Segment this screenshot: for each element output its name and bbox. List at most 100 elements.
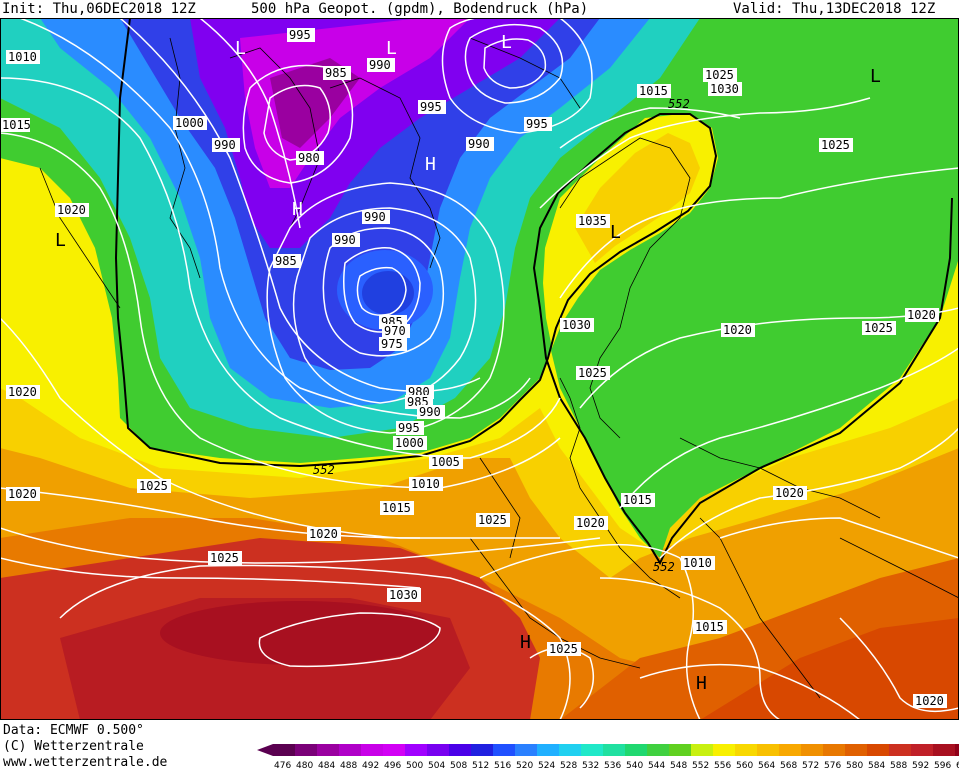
- legend-swatch: [493, 744, 515, 756]
- legend-swatch: [955, 744, 959, 756]
- legend-tick-label: 480: [296, 761, 313, 770]
- legend-tick-label: 492: [362, 761, 379, 770]
- svg-text:1025: 1025: [478, 513, 507, 527]
- legend-swatch: [427, 744, 449, 756]
- legend-swatch: [317, 744, 339, 756]
- legend-tick-label: 532: [582, 761, 599, 770]
- header-bar: Init: Thu,06DEC2018 12Z 500 hPa Geopot. …: [0, 0, 959, 18]
- legend-tick-label: 552: [692, 761, 709, 770]
- svg-text:1020: 1020: [309, 527, 338, 541]
- svg-text:1000: 1000: [175, 116, 204, 130]
- legend-swatch: [933, 744, 955, 756]
- svg-text:1015: 1015: [623, 493, 652, 507]
- low-center-marker: L: [55, 230, 66, 251]
- svg-text:995: 995: [526, 117, 548, 131]
- legend-swatch: [801, 744, 823, 756]
- low-center-marker: L: [501, 32, 512, 53]
- legend-tick-label: 500: [406, 761, 423, 770]
- svg-text:1020: 1020: [723, 323, 752, 337]
- legend-tick-label: 540: [626, 761, 643, 770]
- legend-tick-label: 596: [934, 761, 951, 770]
- legend-swatch: [405, 744, 427, 756]
- svg-text:1010: 1010: [683, 556, 712, 570]
- high-center-marker: H: [696, 673, 707, 694]
- low-center-marker: L: [235, 38, 246, 59]
- svg-text:1020: 1020: [8, 385, 37, 399]
- svg-text:1025: 1025: [139, 479, 168, 493]
- legend-tick-label: 504: [428, 761, 445, 770]
- low-center-marker: L: [870, 66, 881, 87]
- high-center-marker: H: [292, 199, 303, 220]
- legend-tick-label: 588: [890, 761, 907, 770]
- low-center-marker: L: [386, 38, 397, 59]
- isobar-labels: 1010 1015 1020 995 985 990 L L 995 990 1…: [0, 28, 947, 708]
- legend-swatch: [449, 744, 471, 756]
- svg-text:1000: 1000: [395, 436, 424, 450]
- legend-swatch: [295, 744, 317, 756]
- legend-tick-label: 548: [670, 761, 687, 770]
- svg-text:1020: 1020: [57, 203, 86, 217]
- legend-swatch: [889, 744, 911, 756]
- legend-tick-label: 560: [736, 761, 753, 770]
- legend-swatch: [537, 744, 559, 756]
- svg-text:990: 990: [369, 58, 391, 72]
- legend-tick-label: 536: [604, 761, 621, 770]
- legend-tick-label: 572: [802, 761, 819, 770]
- svg-text:1015: 1015: [639, 84, 668, 98]
- svg-text:1020: 1020: [576, 516, 605, 530]
- svg-text:1010: 1010: [8, 50, 37, 64]
- svg-text:1025: 1025: [549, 642, 578, 656]
- legend-swatch: [471, 744, 493, 756]
- color-legend: 476 480 484 488 492 496 500 504 508 512 516 520 524 5…: [257, 744, 959, 770]
- svg-text:990: 990: [419, 405, 441, 419]
- legend-tick-label: 576: [824, 761, 841, 770]
- legend-tick-label: 556: [714, 761, 731, 770]
- legend-tick-label: 484: [318, 761, 335, 770]
- legend-swatch: [581, 744, 603, 756]
- svg-text:990: 990: [214, 138, 236, 152]
- legend-tick-label: 524: [538, 761, 555, 770]
- svg-text:1030: 1030: [562, 318, 591, 332]
- legend-tick-label: 528: [560, 761, 577, 770]
- svg-text:995: 995: [420, 100, 442, 114]
- svg-text:1025: 1025: [864, 321, 893, 335]
- legend-tick-label: 544: [648, 761, 665, 770]
- svg-text:1025: 1025: [705, 68, 734, 82]
- legend-arrow-left: [257, 744, 273, 756]
- init-time: Init: Thu,06DEC2018 12Z: [2, 1, 196, 17]
- legend-tick-label: 512: [472, 761, 489, 770]
- legend-swatch: [625, 744, 647, 756]
- svg-text:995: 995: [398, 421, 420, 435]
- svg-text:970: 970: [384, 324, 406, 338]
- legend-swatch: [515, 744, 537, 756]
- svg-text:1030: 1030: [389, 588, 418, 602]
- copyright: (C) Wetterzentrale: [3, 739, 144, 754]
- svg-text:1020: 1020: [907, 308, 936, 322]
- legend-swatch: [845, 744, 867, 756]
- high-center-marker: H: [520, 632, 531, 653]
- svg-text:980: 980: [298, 151, 320, 165]
- svg-text:1020: 1020: [915, 694, 944, 708]
- svg-text:1025: 1025: [578, 366, 607, 380]
- legend-swatch: [647, 744, 669, 756]
- legend-swatch: [757, 744, 779, 756]
- geopot-552-label: 552: [313, 463, 335, 477]
- svg-text:975: 975: [381, 337, 403, 351]
- legend-tick-label: 508: [450, 761, 467, 770]
- svg-text:1025: 1025: [210, 551, 239, 565]
- data-source: Data: ECMWF 0.500°: [3, 723, 144, 738]
- svg-text:995: 995: [289, 28, 311, 42]
- legend-tick-label: 516: [494, 761, 511, 770]
- svg-text:1015: 1015: [2, 118, 31, 132]
- svg-text:1005: 1005: [431, 455, 460, 469]
- legend-tick-label: 496: [384, 761, 401, 770]
- legend-swatch: [603, 744, 625, 756]
- svg-text:1015: 1015: [695, 620, 724, 634]
- legend-swatch: [779, 744, 801, 756]
- geopotential-552-contour: [114, 18, 953, 566]
- svg-text:1020: 1020: [775, 486, 804, 500]
- legend-tick-label: 592: [912, 761, 929, 770]
- legend-swatch: [559, 744, 581, 756]
- legend-swatch: [339, 744, 361, 756]
- legend-swatch: [273, 744, 295, 756]
